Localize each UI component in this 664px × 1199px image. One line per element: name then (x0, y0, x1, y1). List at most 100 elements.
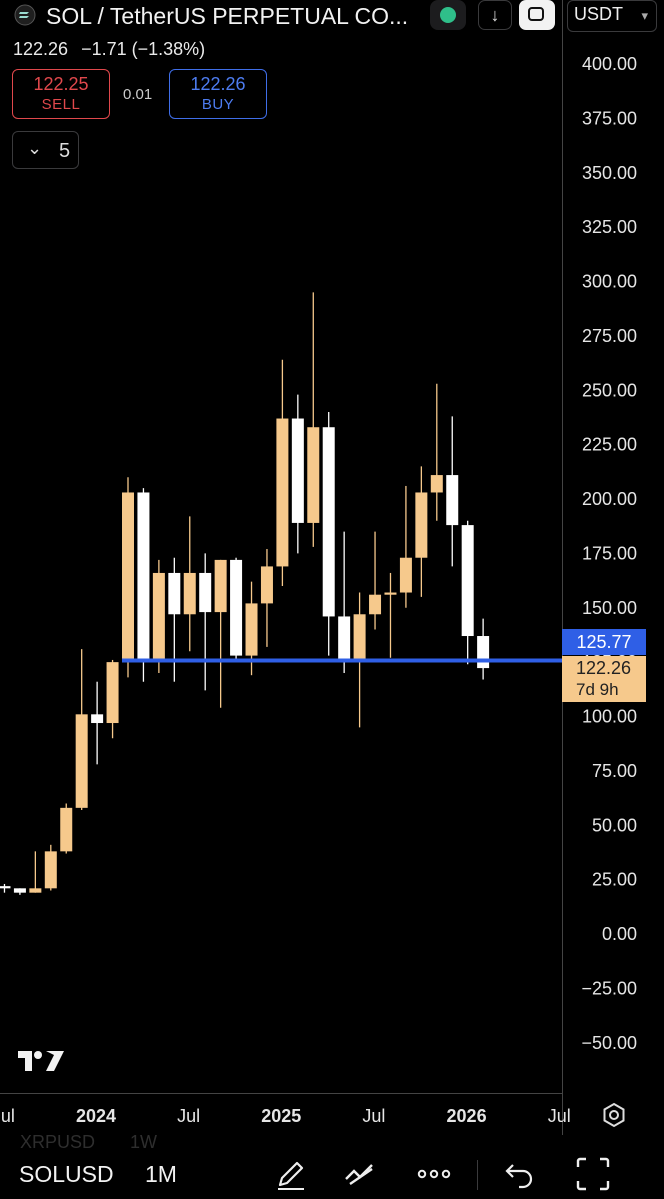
buy-label: BUY (201, 96, 235, 113)
line-tools-icon[interactable] (342, 1155, 380, 1193)
price-tick-label: 0.00 (602, 924, 637, 944)
candle-body[interactable] (307, 427, 320, 523)
price-tick-label: 400.00 (582, 54, 637, 74)
chevron-down-icon: ⌄ (27, 138, 43, 158)
tradingview-logo-icon[interactable] (18, 1049, 64, 1073)
candle-body[interactable] (245, 603, 258, 656)
candle-body[interactable] (199, 572, 212, 613)
current-price: 122.26 (576, 658, 632, 678)
undo-icon[interactable] (501, 1155, 539, 1193)
symbol-button[interactable]: SOLUSD (19, 1161, 114, 1187)
candle-body[interactable] (168, 572, 181, 615)
candle-body[interactable] (260, 566, 273, 604)
sell-button[interactable]: 122.25 SELL (12, 69, 110, 119)
candle-body[interactable] (230, 559, 243, 656)
candle-body[interactable] (106, 662, 119, 724)
price-tick-label: 300.00 (582, 272, 637, 292)
time-tick-label: Jul (0, 1106, 15, 1126)
price-tick-label: 250.00 (582, 380, 637, 400)
candle-body[interactable] (91, 714, 104, 724)
currency-selector[interactable]: USDT ▾ (567, 0, 657, 32)
toolbar-divider (477, 1160, 478, 1190)
candle-body[interactable] (75, 714, 88, 808)
candle-countdown: 7d 9h (576, 680, 619, 699)
candle-body[interactable] (0, 886, 11, 889)
candle-body[interactable] (291, 418, 304, 523)
last-price: 122.26 (13, 39, 69, 59)
buy-button[interactable]: 122.26 BUY (169, 69, 267, 119)
price-tick-label: 225.00 (582, 435, 637, 455)
candle-body[interactable] (183, 572, 196, 615)
time-tick-label: Jul (548, 1106, 571, 1126)
price-tick-label: 150.00 (582, 598, 637, 618)
indicator-count: 5 (59, 140, 71, 162)
time-axis[interactable]: Jul 2024 Jul 2025 Jul 2026 Jul (0, 1106, 571, 1126)
candle-body[interactable] (322, 427, 335, 617)
download-icon[interactable]: ↓ (478, 0, 512, 30)
candle-body[interactable] (276, 418, 289, 567)
price-tick-label: 375.00 (582, 108, 637, 128)
price-tick-label: −50.00 (581, 1033, 637, 1053)
time-tick-label: Jul (177, 1106, 200, 1126)
square-icon[interactable] (519, 0, 555, 30)
candles (0, 292, 490, 895)
current-price-tag: 122.26 7d 9h (562, 656, 646, 702)
fullscreen-icon[interactable] (574, 1155, 612, 1193)
price-tick-label: 325.00 (582, 217, 637, 237)
ghost-symbol: XRPUSD (20, 1132, 96, 1152)
candle-body[interactable] (399, 557, 412, 593)
price-tick-label: 100.00 (582, 707, 637, 727)
currency-label: USDT (574, 4, 623, 24)
indicators-toggle[interactable]: ⌄ 5 (12, 131, 79, 169)
symbol-icon[interactable] (14, 4, 36, 26)
candle-body[interactable] (29, 888, 42, 893)
quote-line: 122.26 −1.71 (−1.38%) (13, 39, 205, 60)
candle-body[interactable] (353, 614, 366, 663)
candle-body[interactable] (415, 492, 428, 558)
spread-value: 0.01 (123, 86, 153, 103)
time-tick-label: Jul (362, 1106, 385, 1126)
time-tick-label: 2026 (447, 1106, 487, 1126)
candle-body[interactable] (122, 492, 134, 663)
gear-icon[interactable] (601, 1102, 627, 1128)
candle-body[interactable] (369, 594, 382, 615)
candle-body[interactable] (44, 851, 57, 889)
price-tick-label: 50.00 (592, 815, 637, 835)
candle-body[interactable] (461, 525, 474, 637)
candle-body[interactable] (152, 572, 165, 660)
price-tick-label: 275.00 (582, 326, 637, 346)
live-dot-icon (440, 7, 456, 23)
candle-body[interactable] (60, 807, 73, 852)
line-price-tag: 125.77 (562, 629, 646, 655)
candle-body[interactable] (137, 492, 150, 660)
more-icon[interactable] (415, 1155, 453, 1193)
time-tick-label: 2025 (261, 1106, 301, 1126)
top-bar: SOL / TetherUS PERPETUAL CO... ↓ USDT ▾ (0, 0, 664, 34)
price-axis[interactable]: 400.00 375.00 350.00 325.00 300.00 275.00 250.… (581, 54, 637, 1053)
candle-body[interactable] (430, 475, 443, 493)
pen-icon[interactable] (272, 1155, 310, 1193)
price-change: −1.71 (−1.38%) (81, 39, 206, 59)
chevron-down-icon: ▾ (641, 8, 648, 23)
timeframe-button[interactable]: 1M (145, 1161, 177, 1187)
candle-body[interactable] (13, 888, 26, 893)
sell-label: SELL (41, 96, 81, 113)
price-tick-label: 75.00 (592, 761, 637, 781)
symbol-title[interactable]: SOL / TetherUS PERPETUAL CO... (46, 3, 409, 29)
buy-price: 122.26 (190, 74, 246, 94)
candle-body[interactable] (384, 592, 397, 595)
price-tick-label: 350.00 (582, 163, 637, 183)
candle-body[interactable] (338, 616, 351, 663)
ghost-timeframe: 1W (130, 1132, 158, 1152)
price-tick-label: 175.00 (582, 543, 637, 563)
time-tick-label: 2024 (76, 1106, 116, 1126)
sell-price: 122.25 (33, 74, 89, 94)
price-tick-label: 25.00 (592, 870, 637, 890)
price-tick-label: −25.00 (581, 978, 637, 998)
candle-body[interactable] (477, 636, 490, 669)
candle-body[interactable] (446, 475, 459, 526)
price-tick-label: 200.00 (582, 489, 637, 509)
previous-symbol-ghost: XRPUSD 1W (20, 1132, 157, 1153)
candle-body[interactable] (214, 559, 227, 613)
